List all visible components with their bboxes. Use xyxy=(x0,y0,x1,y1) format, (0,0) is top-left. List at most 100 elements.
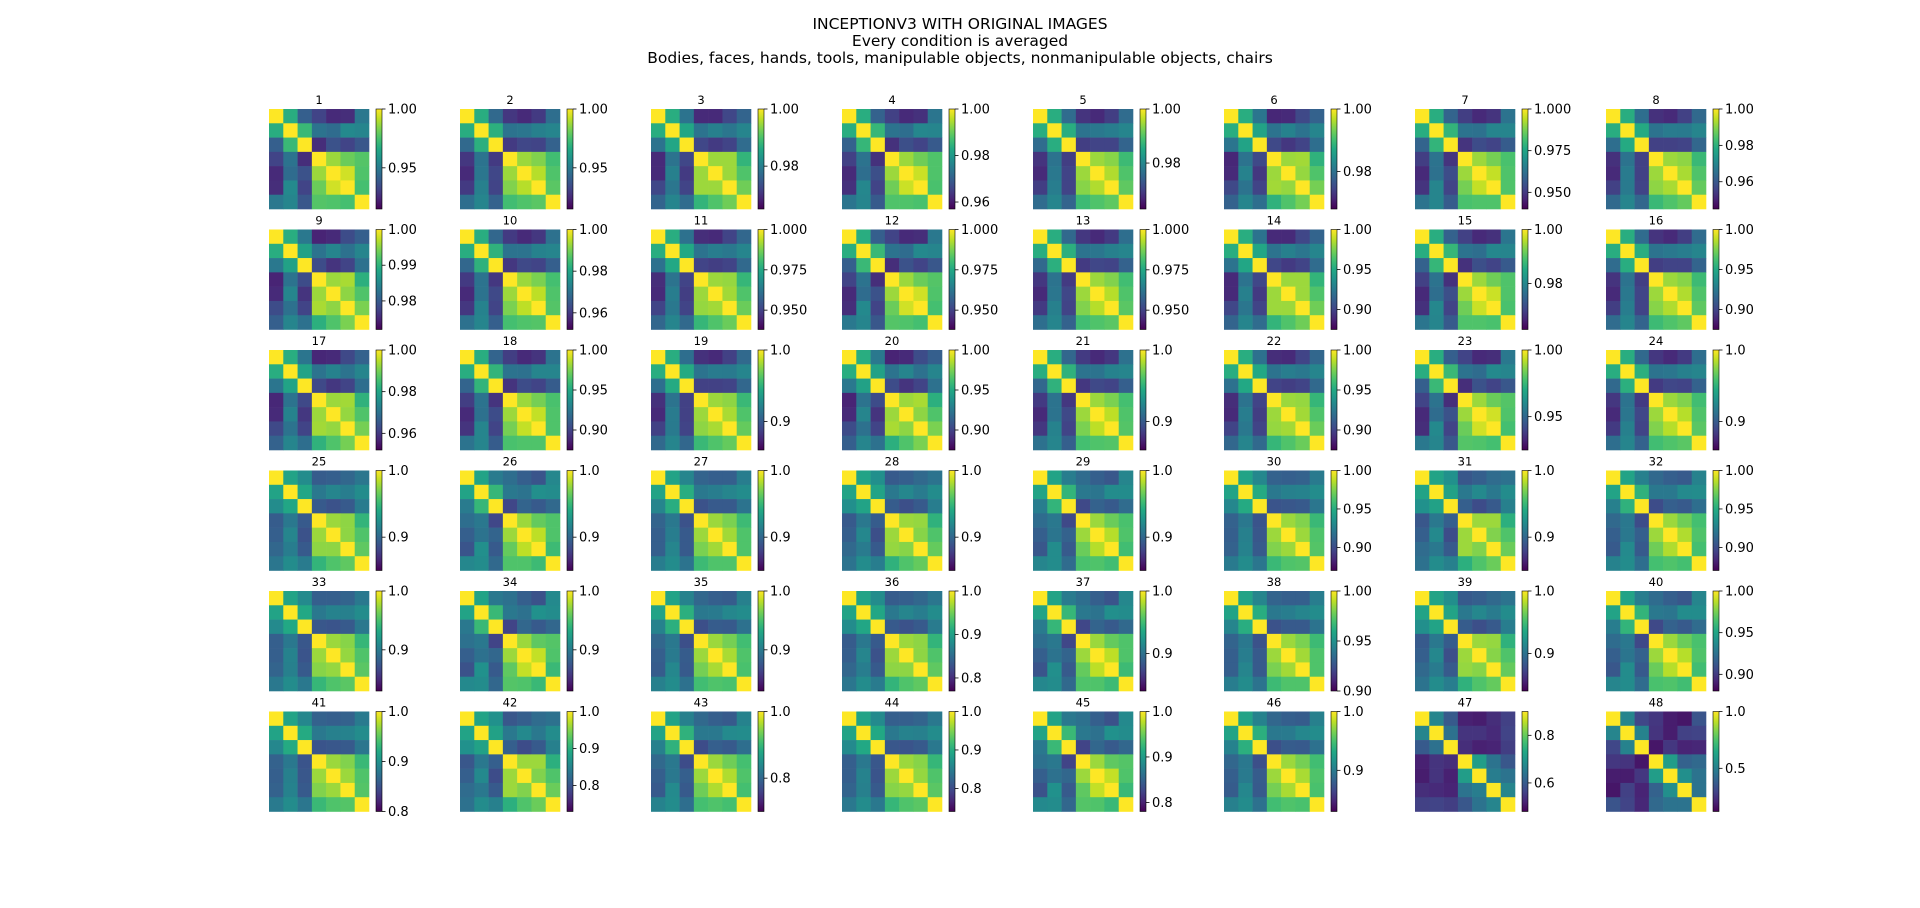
heatmap-cell xyxy=(1429,782,1444,798)
colorbar xyxy=(1712,711,1720,812)
heatmap-cell xyxy=(708,662,723,678)
heatmap-cell xyxy=(1620,591,1635,606)
heatmap-cell xyxy=(913,676,929,692)
heatmap-cell xyxy=(283,194,298,210)
heatmap-cell xyxy=(1691,435,1707,451)
heatmap-panel-8: 81.000.980.96 xyxy=(1606,93,1754,210)
heatmap-cell xyxy=(1295,633,1311,649)
heatmap-cell xyxy=(474,484,489,500)
heatmap-cell xyxy=(460,711,475,727)
heatmap-cell xyxy=(283,541,298,557)
heatmap-cell xyxy=(488,435,504,451)
heatmap-cell xyxy=(722,591,738,606)
heatmap-cell xyxy=(488,350,504,365)
heatmap-cell xyxy=(884,711,900,727)
heatmap-cell xyxy=(354,435,370,451)
heatmap-cell xyxy=(665,556,680,571)
heatmap-cell xyxy=(269,407,284,422)
heatmap-cell xyxy=(736,605,752,620)
heatmap-cell xyxy=(326,392,341,408)
heatmap-cell xyxy=(913,484,929,500)
heatmap-cell xyxy=(856,556,871,571)
heatmap-cell xyxy=(1281,648,1296,663)
heatmap-cell xyxy=(1677,421,1693,437)
heatmap-cell xyxy=(842,258,857,273)
colorbar-tick-label: 0.9 xyxy=(770,643,791,658)
heatmap-cell xyxy=(1429,151,1444,167)
heatmap-cell xyxy=(722,768,738,784)
heatmap-cell xyxy=(474,662,489,678)
heatmap-cell xyxy=(736,648,752,663)
heatmap-cell xyxy=(913,619,929,635)
heatmap-cell xyxy=(913,180,929,196)
heatmap-cell xyxy=(1677,527,1693,543)
heatmap-cell xyxy=(1486,229,1502,245)
heatmap-cell xyxy=(354,258,370,273)
heatmap-cell xyxy=(1606,109,1621,124)
heatmap-cell xyxy=(708,166,723,181)
heatmap-cell xyxy=(1472,633,1487,649)
heatmap-cell xyxy=(1415,725,1430,741)
heatmap-cell xyxy=(340,711,356,727)
heatmap-cell xyxy=(545,676,561,692)
heatmap-cell xyxy=(1252,556,1268,571)
heatmap-cell xyxy=(1309,151,1325,167)
heatmap-cell xyxy=(1090,286,1105,302)
colorbar-tick-label: 0.8 xyxy=(961,671,982,686)
heatmap-cell xyxy=(1090,421,1105,437)
heatmap-cell xyxy=(1238,194,1253,210)
heatmap-cell xyxy=(1309,740,1325,755)
heatmap-cell xyxy=(679,286,695,302)
heatmap-cell xyxy=(1663,109,1678,124)
heatmap-cell xyxy=(884,364,900,379)
heatmap-cell xyxy=(665,470,680,486)
heatmap-cell xyxy=(651,350,666,365)
heatmap-cell xyxy=(531,782,547,798)
heatmap-cell xyxy=(354,499,370,514)
heatmap-cell xyxy=(1061,527,1077,543)
heatmap-cell xyxy=(502,662,518,678)
heatmap-cell xyxy=(927,421,943,437)
heatmap-cell xyxy=(460,556,475,571)
heatmap-cell xyxy=(722,527,738,543)
heatmap-cell xyxy=(1415,243,1430,259)
heatmap-cell xyxy=(311,392,327,408)
heatmap-cell xyxy=(693,435,709,451)
heatmap-cell xyxy=(1648,605,1664,620)
colorbar-tick-label: 0.98 xyxy=(1534,277,1563,292)
heatmap-cell xyxy=(899,286,914,302)
heatmap-cell xyxy=(651,109,666,124)
heatmap-cell xyxy=(340,662,356,678)
heatmap-cell xyxy=(502,591,518,606)
heatmap-cell xyxy=(1472,180,1487,196)
heatmap-cell xyxy=(1033,166,1048,181)
heatmap-cell xyxy=(517,797,532,812)
heatmap-cell xyxy=(870,711,886,727)
heatmap-cell xyxy=(1224,435,1239,451)
heatmap-cell xyxy=(679,137,695,153)
heatmap-cell xyxy=(297,151,313,167)
colorbar-tick-label: 1.0 xyxy=(388,464,409,479)
heatmap-cell xyxy=(1472,662,1487,678)
heatmap-cell xyxy=(1061,421,1077,437)
colorbar-tick-label: 0.9 xyxy=(1152,531,1173,546)
heatmap-cell xyxy=(1266,123,1282,138)
heatmap-cell xyxy=(460,499,475,514)
heatmap-cell xyxy=(283,109,298,124)
heatmap-cell xyxy=(1281,435,1296,451)
heatmap-cell xyxy=(545,315,561,330)
heatmap-cell xyxy=(856,392,871,408)
heatmap-cell xyxy=(283,648,298,663)
heatmap-cell xyxy=(1691,605,1707,620)
colorbar-tick-label: 1.0 xyxy=(770,344,791,359)
colorbar xyxy=(1330,470,1338,571)
heatmap-cell xyxy=(326,258,341,273)
heatmap-cell xyxy=(1104,392,1120,408)
heatmap-cell xyxy=(842,527,857,543)
heatmap-cell xyxy=(1606,711,1621,727)
heatmap-cell xyxy=(531,633,547,649)
colorbar-tick-label: 0.9 xyxy=(961,743,982,758)
heatmap-cell xyxy=(870,243,886,259)
heatmap-cell xyxy=(1691,484,1707,500)
heatmap-cell xyxy=(1281,378,1296,394)
